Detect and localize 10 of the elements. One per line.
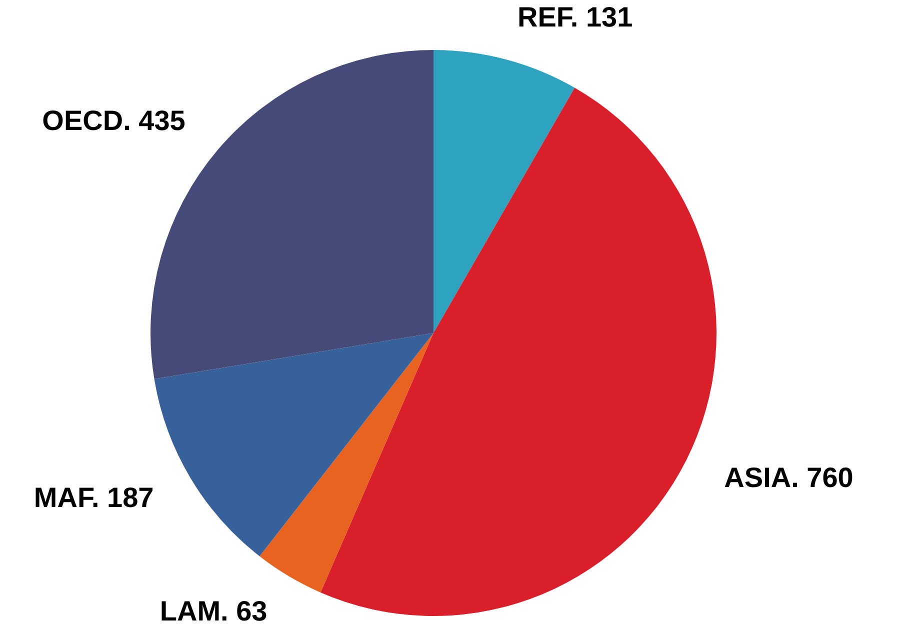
data-label: 63 bbox=[236, 595, 268, 626]
slice-label: ASIA. bbox=[724, 462, 807, 494]
slice-label: OECD. bbox=[42, 105, 139, 136]
slice-label: LAM. bbox=[160, 595, 236, 626]
data-label: 187 bbox=[107, 482, 154, 513]
data-label: 131 bbox=[586, 1, 633, 32]
slice-label: REF. bbox=[518, 1, 586, 32]
data-label: 760 bbox=[806, 462, 854, 494]
slice-label: MAF. bbox=[34, 482, 108, 513]
data-label: 435 bbox=[138, 105, 186, 136]
